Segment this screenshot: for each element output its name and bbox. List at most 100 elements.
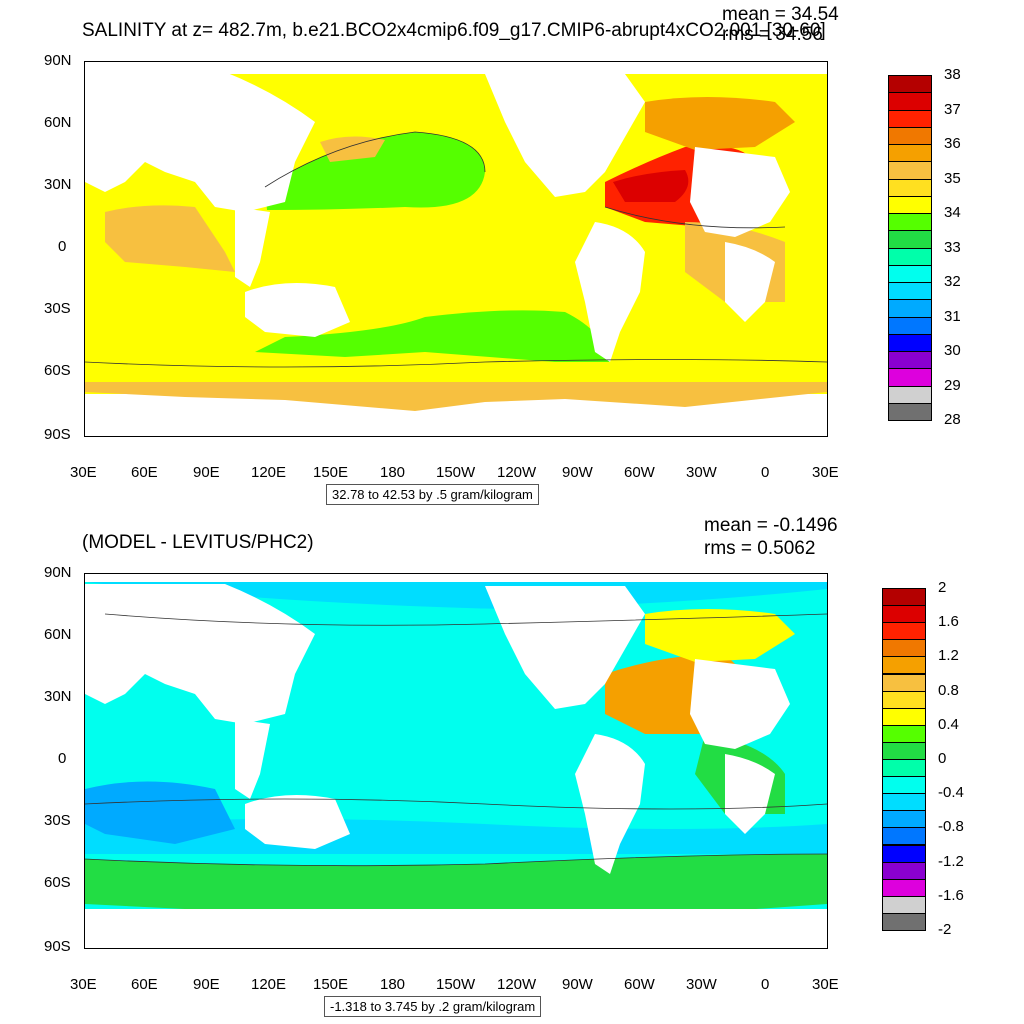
colorbar-swatch [882, 724, 926, 743]
lat-label: 0 [58, 750, 67, 767]
colorbar-swatch [882, 673, 926, 692]
colorbar-label: 32 [944, 273, 961, 290]
colorbar-swatch [888, 351, 932, 370]
colorbar-swatch [888, 402, 932, 421]
colorbar-swatch [888, 368, 932, 387]
lon-label: 150W [436, 976, 476, 993]
colorbar-label: 28 [944, 411, 961, 428]
colorbar-swatch [888, 230, 932, 249]
colorbar-label: 0 [938, 750, 947, 767]
lon-label: 90E [193, 464, 220, 481]
lon-label: 150E [313, 976, 349, 993]
colorbar-label: 31 [944, 307, 961, 325]
lat-label: 60N [44, 114, 72, 131]
lon-label: 180 [380, 464, 406, 481]
lat-label: 90N [44, 52, 72, 69]
salinity-map [84, 61, 828, 437]
colorbar-label: 33 [944, 238, 961, 256]
rms-value: rms = 0.5062 [704, 538, 816, 559]
colorbar-swatch [888, 144, 932, 163]
lon-label: 120W [497, 976, 537, 993]
colorbar-label: 37 [944, 100, 961, 118]
colorbar-label: 0.8 [938, 681, 959, 699]
colorbar-swatch [882, 588, 926, 607]
panel-title: (MODEL - LEVITUS/PHC2) [82, 532, 314, 553]
colorbar-swatch [882, 707, 926, 726]
colorbar-swatch [882, 639, 926, 658]
colorbar-swatch [882, 827, 926, 846]
colorbar-swatch [882, 878, 926, 897]
colorbar-swatch [882, 793, 926, 812]
colorbar-label: 2 [938, 579, 947, 596]
colorbar-swatch [882, 605, 926, 624]
colorbar-label: 35 [944, 169, 961, 187]
colorbar-swatch [888, 92, 932, 111]
lon-label: 0 [761, 464, 770, 481]
colorbar-swatch [882, 776, 926, 795]
lat-label: 30N [44, 176, 72, 193]
lat-label: 30S [44, 812, 71, 829]
colorbar-swatch [888, 264, 932, 283]
colorbar-swatch [888, 126, 932, 145]
colorbar-label: -2 [938, 921, 952, 938]
lat-label: 0 [58, 238, 67, 255]
colorbar-label: -0.8 [938, 818, 964, 836]
colorbar-swatch [882, 622, 926, 641]
mean-value: mean = 34.54 [722, 4, 839, 25]
lon-label: 120E [251, 464, 287, 481]
colorbar-label: -1.2 [938, 852, 964, 870]
colorbar-label: 36 [944, 135, 961, 152]
lon-label: 180 [380, 976, 406, 993]
rms-value: rms = 34.56 [722, 24, 823, 45]
colorbar-label: 38 [944, 66, 961, 83]
colorbar-swatch [888, 299, 932, 318]
lon-label: 30E [812, 976, 839, 993]
lon-label: 30E [70, 464, 97, 481]
colorbar-swatch [888, 178, 932, 197]
colorbar-label: -0.4 [938, 784, 964, 802]
colorbar-swatch [882, 690, 926, 709]
colorbar-swatch [888, 282, 932, 301]
colorbar-swatch [882, 656, 926, 675]
salinity-panel: SALINITY at z= 482.7m, b.e21.BCO2x4cmip6… [44, 4, 961, 505]
lon-label: 150E [313, 464, 349, 481]
lon-label: 30E [812, 464, 839, 481]
colorbar-label: 30 [944, 342, 961, 359]
lat-label: 30N [44, 688, 72, 705]
colorbar-swatch [882, 810, 926, 829]
lat-label: 60S [44, 874, 71, 891]
colorbar-label: 29 [944, 376, 961, 394]
contour-info-box: 32.78 to 42.53 by .5 gram/kilogram [326, 484, 539, 505]
panel-title: SALINITY at z= 482.7m, b.e21.BCO2x4cmip6… [82, 20, 826, 41]
lat-label: 90N [44, 564, 72, 581]
lon-label: 30W [686, 464, 717, 481]
colorbar-swatch [882, 895, 926, 914]
colorbar-swatch [882, 912, 926, 931]
colorbar-swatch [888, 333, 932, 352]
lon-label: 30W [686, 976, 717, 993]
lon-label: 60E [131, 464, 158, 481]
colorbar-swatch [888, 316, 932, 335]
colorbar-swatch [888, 247, 932, 266]
colorbar-label: -1.6 [938, 886, 964, 904]
contour-info-box: -1.318 to 3.745 by .2 gram/kilogram [324, 996, 542, 1017]
colorbar-swatch [882, 844, 926, 863]
colorbar-swatch [882, 741, 926, 760]
lon-label: 30E [70, 976, 97, 993]
colorbar-swatch [888, 109, 932, 128]
mean-value: mean = -0.1496 [704, 515, 838, 536]
lat-label: 60S [44, 362, 71, 379]
lat-label: 90S [44, 938, 71, 955]
lat-label: 30S [44, 300, 71, 317]
colorbar-swatch [888, 195, 932, 214]
colorbar-swatch [888, 385, 932, 404]
lon-label: 90W [562, 976, 593, 993]
colorbar-swatch [882, 759, 926, 778]
colorbar-label: 34 [944, 204, 961, 221]
lon-label: 60W [624, 976, 655, 993]
colorbar: 2 1.6 1.2 0.8 0.4 0 -0.4 -0.8 -1.2 -1.6 -2 [882, 579, 992, 938]
difference-map [84, 573, 828, 949]
lon-label: 150W [436, 464, 476, 481]
lat-label: 90S [44, 426, 71, 443]
colorbar-swatch [882, 861, 926, 880]
